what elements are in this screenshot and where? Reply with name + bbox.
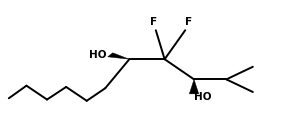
- Text: HO: HO: [194, 92, 212, 102]
- Text: HO: HO: [89, 50, 107, 60]
- Text: F: F: [185, 17, 192, 27]
- Polygon shape: [108, 53, 129, 59]
- Text: F: F: [150, 17, 157, 27]
- Polygon shape: [189, 79, 199, 94]
